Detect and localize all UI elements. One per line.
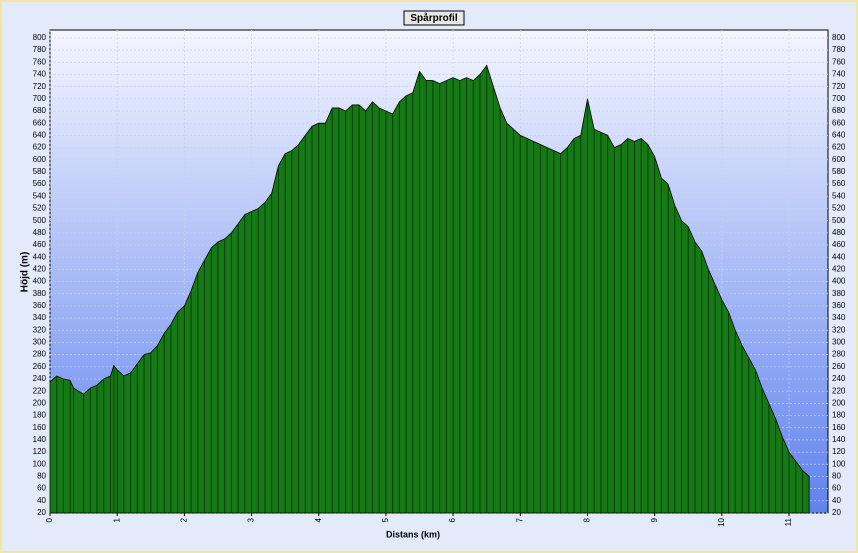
y-tick-label-right: 560 <box>832 179 846 188</box>
y-tick-label-right: 620 <box>832 143 846 152</box>
y-tick-label: 560 <box>33 179 47 188</box>
y-tick-label-right: 220 <box>832 386 846 395</box>
y-tick-label: 240 <box>33 374 47 383</box>
y-tick-label-right: 700 <box>832 94 846 103</box>
y-tick-label-right: 520 <box>832 204 846 213</box>
y-tick-label-right: 320 <box>832 325 846 334</box>
y-tick-label: 140 <box>33 435 47 444</box>
chart-title: Spårprofil <box>410 12 457 24</box>
y-tick-label: 720 <box>33 82 47 91</box>
y-tick-label: 540 <box>33 191 47 200</box>
y-tick-label-right: 440 <box>832 252 846 261</box>
y-tick-label-right: 680 <box>832 106 846 115</box>
y-tick-label-right: 80 <box>832 472 841 481</box>
y-tick-label: 480 <box>33 228 47 237</box>
y-tick-label: 60 <box>37 484 46 493</box>
y-tick-label-right: 120 <box>832 447 846 456</box>
y-tick-label-right: 20 <box>832 508 841 517</box>
area <box>49 64 810 514</box>
y-tick-label: 220 <box>33 386 47 395</box>
y-tick-label-right: 260 <box>832 362 846 371</box>
y-tick-label: 600 <box>33 155 47 164</box>
y-tick-label-right: 100 <box>832 459 846 468</box>
y-tick-label: 500 <box>33 216 47 225</box>
x-axis-label: Distans (km) <box>386 529 440 539</box>
y-tick-label: 420 <box>33 264 47 273</box>
y-tick-label-right: 420 <box>832 264 846 273</box>
y-tick-label: 640 <box>33 130 47 139</box>
y-tick-label-right: 460 <box>832 240 846 249</box>
x-tick-label: 2 <box>179 517 188 522</box>
y-axis-label: Höjd (m) <box>20 252 31 293</box>
x-tick-label: 0 <box>45 517 54 522</box>
y-tick-label-right: 240 <box>832 374 846 383</box>
x-tick-label: 5 <box>381 517 390 522</box>
x-tick-label: 4 <box>314 517 323 522</box>
y-tick-label: 400 <box>33 277 47 286</box>
y-tick-label-right: 740 <box>832 70 846 79</box>
y-tick-label-right: 640 <box>832 130 846 139</box>
y-tick-label-right: 200 <box>832 398 846 407</box>
y-tick-label: 800 <box>33 33 47 42</box>
x-tick-label: 3 <box>247 517 256 522</box>
y-tick-label: 280 <box>33 350 47 359</box>
x-tick-label: 1 <box>112 517 121 522</box>
y-tick-label: 460 <box>33 240 47 249</box>
y-tick-label: 180 <box>33 411 47 420</box>
y-tick-label-right: 340 <box>832 313 846 322</box>
y-tick-label-right: 580 <box>832 167 846 176</box>
y-tick-label: 780 <box>33 45 47 54</box>
y-tick-label: 300 <box>33 338 47 347</box>
y-tick-label: 700 <box>33 94 47 103</box>
y-tick-label: 740 <box>33 70 47 79</box>
y-tick-label-right: 360 <box>832 301 846 310</box>
y-tick-label: 260 <box>33 362 47 371</box>
y-tick-label-right: 380 <box>832 289 846 298</box>
y-tick-label-right: 140 <box>832 435 846 444</box>
y-tick-label: 660 <box>33 118 47 127</box>
y-tick-label: 580 <box>33 167 47 176</box>
y-tick-label: 760 <box>33 57 47 66</box>
y-tick-label-right: 300 <box>832 338 846 347</box>
y-tick-label-right: 780 <box>832 45 846 54</box>
y-tick-label-right: 800 <box>832 33 846 42</box>
y-tick-label-right: 60 <box>832 484 841 493</box>
x-tick-label: 6 <box>448 517 457 522</box>
y-tick-label: 160 <box>33 423 47 432</box>
y-tick-label: 320 <box>33 325 47 334</box>
y-tick-label: 20 <box>37 508 46 517</box>
y-tick-label: 40 <box>37 496 46 505</box>
y-tick-label-right: 480 <box>832 228 846 237</box>
y-tick-label: 340 <box>33 313 47 322</box>
y-tick-label: 520 <box>33 204 47 213</box>
y-tick-label-right: 500 <box>832 216 846 225</box>
y-tick-label-right: 540 <box>832 191 846 200</box>
y-tick-label-right: 400 <box>832 277 846 286</box>
x-tick-label: 7 <box>515 517 524 522</box>
x-tick-label: 10 <box>717 517 726 526</box>
x-tick-label: 11 <box>784 517 793 526</box>
y-tick-label: 100 <box>33 459 47 468</box>
y-tick-label-right: 280 <box>832 350 846 359</box>
x-tick-label: 8 <box>583 517 592 522</box>
y-tick-label-right: 600 <box>832 155 846 164</box>
y-tick-label: 680 <box>33 106 47 115</box>
y-tick-label: 380 <box>33 289 47 298</box>
y-tick-label: 360 <box>33 301 47 310</box>
y-tick-label: 620 <box>33 143 47 152</box>
y-tick-label: 200 <box>33 398 47 407</box>
y-tick-label-right: 40 <box>832 496 841 505</box>
y-tick-label: 120 <box>33 447 47 456</box>
y-tick-label-right: 760 <box>832 57 846 66</box>
y-tick-label: 80 <box>37 472 46 481</box>
y-tick-label: 440 <box>33 252 47 261</box>
title-box <box>403 10 465 26</box>
y-tick-label-right: 180 <box>832 411 846 420</box>
x-tick-label: 9 <box>650 517 659 522</box>
y-tick-label-right: 660 <box>832 118 846 127</box>
y-tick-label-right: 160 <box>832 423 846 432</box>
y-tick-label-right: 720 <box>832 82 846 91</box>
